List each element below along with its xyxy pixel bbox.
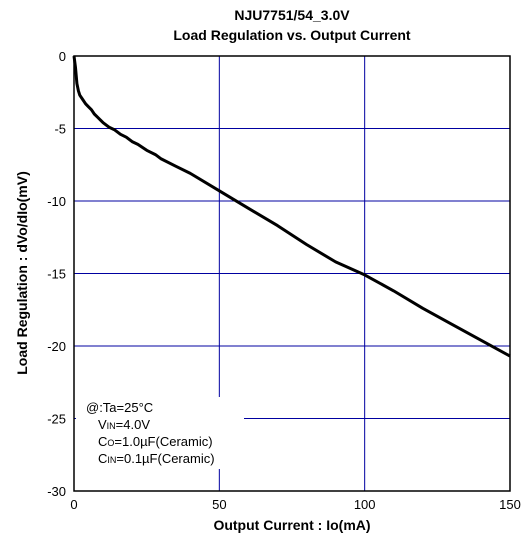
x-tick-label: 50: [212, 497, 226, 512]
note-vin: VIN=4.0V: [98, 417, 150, 432]
y-tick-label: -10: [47, 194, 66, 209]
y-tick-label: -30: [47, 484, 66, 499]
conditions-note: @:Ta=25°C VIN=4.0V CO=1.0µF(Ceramic) CIN…: [76, 397, 244, 469]
chart-subtitle: Load Regulation vs. Output Current: [173, 27, 411, 43]
plot-area: [73, 55, 511, 492]
axis-ticks: 0 50 100 150 0 -5 -10 -15 -20 -25 -30: [47, 49, 521, 512]
note-temperature: @:Ta=25°C: [86, 400, 153, 415]
y-tick-label: -20: [47, 339, 66, 354]
y-tick-label: -25: [47, 412, 66, 427]
y-tick-label: 0: [59, 49, 66, 64]
y-tick-label: -5: [54, 122, 66, 137]
chart-title: NJU7751/54_3.0V: [234, 7, 350, 23]
note-co: CO=1.0µF(Ceramic): [98, 434, 213, 449]
conditions-note-background: [76, 397, 244, 469]
y-tick-label: -15: [47, 267, 66, 282]
note-cin: CIN=0.1µF(Ceramic): [98, 451, 215, 466]
y-axis-label: Load Regulation : dVo/dIo(mV): [14, 171, 30, 375]
x-axis-label: Output Current : Io(mA): [213, 517, 370, 533]
series-line: [72, 55, 511, 358]
x-tick-label: 0: [70, 497, 77, 512]
x-tick-label: 150: [499, 497, 521, 512]
x-tick-label: 100: [354, 497, 376, 512]
